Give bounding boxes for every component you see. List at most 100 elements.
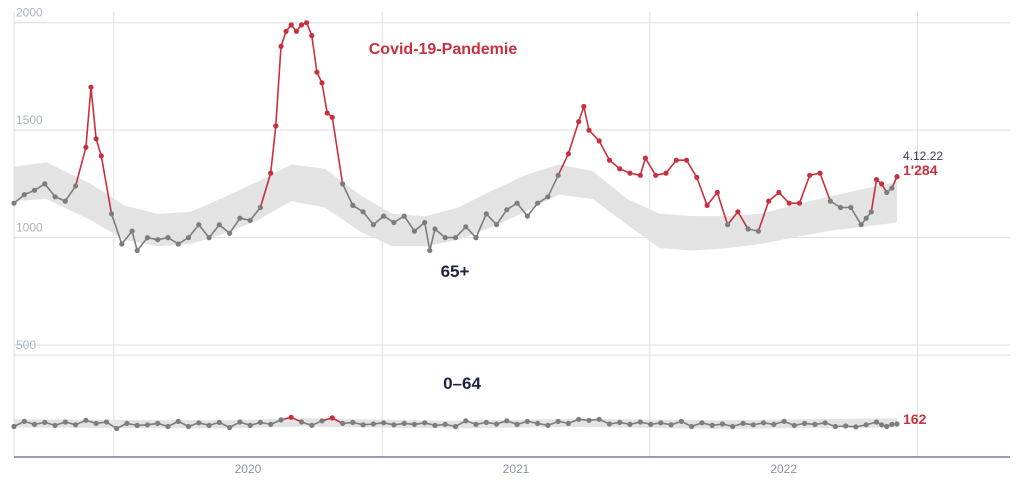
- data-point-0: [83, 144, 89, 150]
- group-label-65plus: 65+: [441, 262, 470, 281]
- data-point-0: [108, 211, 115, 217]
- data-point-0: [227, 230, 233, 236]
- data-point-1: [185, 423, 192, 430]
- expected-range-band-0: [14, 162, 897, 251]
- data-point-1: [771, 421, 777, 427]
- data-point-1: [781, 418, 787, 424]
- data-point-0: [714, 189, 720, 196]
- data-point-1: [329, 415, 335, 421]
- series-segment-0: [819, 172, 832, 202]
- data-point-1: [442, 421, 448, 427]
- x-tick-label: 2021: [503, 462, 530, 476]
- series-segment-0: [475, 213, 488, 239]
- data-point-0: [807, 172, 813, 178]
- series-points: [11, 20, 900, 432]
- data-point-1: [411, 421, 417, 427]
- series-segment-0: [95, 138, 103, 157]
- data-point-0: [483, 211, 489, 217]
- data-point-0: [494, 222, 500, 228]
- data-point-1: [730, 423, 736, 430]
- data-point-0: [766, 198, 772, 204]
- data-point-1: [206, 422, 212, 428]
- data-point-0: [653, 172, 659, 178]
- data-point-0: [283, 28, 289, 34]
- data-point-0: [52, 194, 58, 200]
- data-point-1: [504, 418, 510, 424]
- series-segment-0: [280, 30, 287, 48]
- data-point-1: [545, 422, 551, 428]
- axis-tick-labels: 2020 2021 2022 1000 1500 2000 500: [16, 6, 797, 476]
- data-point-0: [144, 235, 151, 241]
- data-point-1: [155, 420, 161, 426]
- data-point-0: [725, 222, 731, 228]
- series-segment-0: [208, 223, 221, 239]
- y-tick-label: 1500: [16, 113, 43, 127]
- data-point-1: [62, 419, 68, 425]
- data-point-1: [247, 422, 253, 428]
- data-point-0: [586, 127, 592, 133]
- data-point-1: [73, 422, 79, 428]
- x-tick-label: 2022: [770, 462, 797, 476]
- data-point-1: [52, 422, 58, 428]
- series-segment-0: [362, 211, 375, 226]
- data-point-0: [237, 215, 243, 221]
- data-point-1: [21, 418, 27, 424]
- series-segment-0: [331, 116, 344, 185]
- data-point-1: [124, 420, 130, 426]
- y-tick-label: 500: [16, 338, 36, 352]
- data-point-1: [648, 421, 654, 427]
- data-point-0: [196, 222, 202, 228]
- pandemic-annotation: Covid-19-Pandemie: [369, 41, 518, 58]
- data-point-1: [879, 422, 885, 428]
- data-point-0: [360, 209, 366, 215]
- data-point-1: [298, 419, 305, 425]
- data-point-1: [278, 417, 284, 423]
- data-point-0: [463, 224, 469, 230]
- data-point-1: [617, 419, 623, 425]
- data-point-0: [73, 183, 79, 189]
- data-point-0: [745, 226, 751, 232]
- data-point-1: [668, 422, 674, 428]
- data-point-1: [175, 418, 181, 424]
- data-point-0: [683, 157, 690, 163]
- data-point-1: [678, 418, 685, 424]
- series-segment-0: [249, 206, 262, 222]
- data-point-0: [21, 192, 27, 198]
- data-point-0: [293, 28, 299, 34]
- data-point-0: [401, 213, 407, 219]
- data-point-0: [863, 215, 869, 221]
- series-segment-0: [85, 86, 92, 149]
- data-point-0: [257, 204, 263, 211]
- data-point-1: [802, 420, 808, 426]
- data-point-1: [555, 418, 561, 424]
- data-point-1: [103, 419, 109, 425]
- data-point-0: [694, 174, 700, 180]
- data-point-1: [268, 421, 274, 427]
- data-point-0: [565, 151, 572, 157]
- data-point-1: [873, 419, 880, 425]
- data-point-0: [314, 69, 320, 75]
- data-point-1: [576, 416, 582, 422]
- data-point-1: [658, 420, 664, 426]
- series-segment-0: [798, 174, 811, 204]
- data-point-1: [884, 423, 890, 430]
- data-point-1: [843, 423, 849, 429]
- series-segment-0: [737, 211, 749, 230]
- data-point-1: [812, 421, 818, 427]
- data-point-0: [442, 235, 448, 241]
- data-point-0: [776, 189, 782, 196]
- data-point-0: [185, 235, 192, 241]
- data-point-0: [288, 22, 294, 28]
- last-value-65plus: 1'284: [903, 162, 938, 178]
- series-segment-0: [64, 185, 77, 202]
- series-segment-0: [582, 105, 590, 131]
- series-segment-0: [695, 176, 708, 207]
- series-segment-0: [665, 159, 678, 174]
- series-segment-0: [716, 191, 729, 226]
- series-segment-0: [757, 200, 770, 232]
- series-segment-0: [274, 45, 282, 127]
- data-point-1: [93, 420, 99, 426]
- data-point-0: [606, 157, 613, 163]
- group-label-0-64: 0–64: [443, 374, 481, 393]
- data-point-1: [894, 421, 900, 427]
